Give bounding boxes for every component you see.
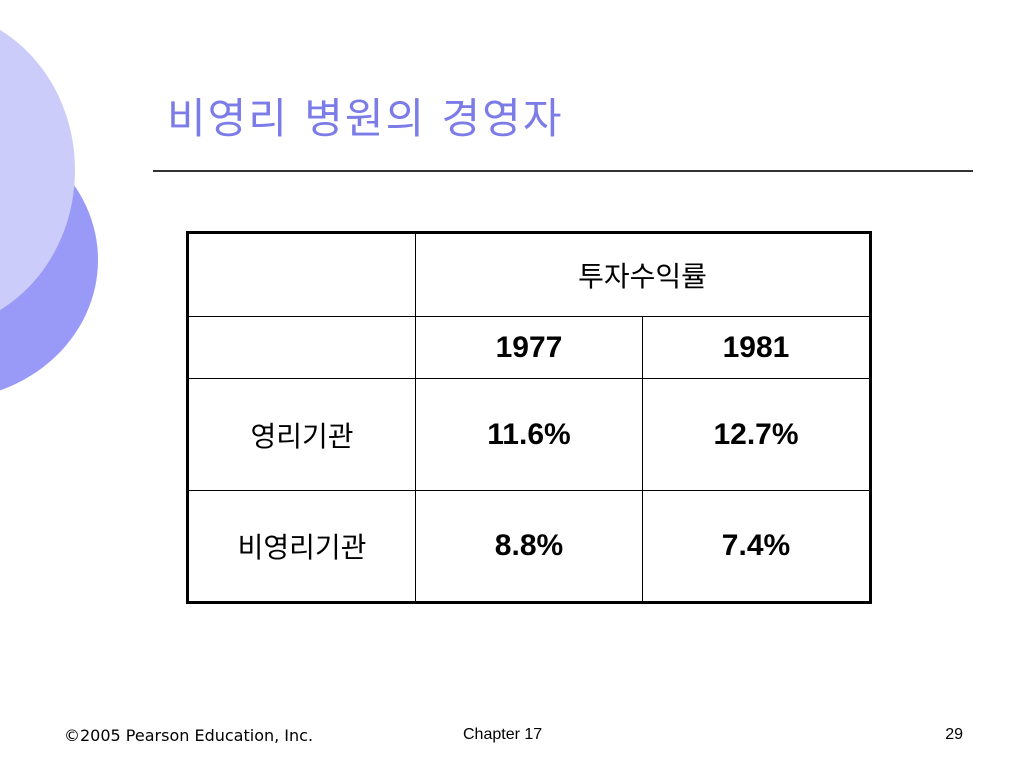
roi-table: 투자수익률 1977 1981 영리기관 11.6% 12.7% 비영리기관 8… [186,231,872,604]
table-years-row: 1977 1981 [187,316,871,379]
row-label-for-profit: 영리기관 [187,378,416,491]
value-cell-for-profit-1981: 12.7% [642,378,871,491]
value-cell-non-profit-1981: 7.4% [642,490,871,603]
footer-copyright: ©2005 Pearson Education, Inc. [64,726,314,745]
year-cell-1977: 1977 [415,316,643,379]
table-row-for-profit: 영리기관 11.6% 12.7% [187,378,871,491]
title-divider [153,170,973,172]
footer-page-number: 29 [945,726,963,743]
value-cell-for-profit-1977: 11.6% [415,378,643,491]
table-row-non-profit: 비영리기관 8.8% 7.4% [187,490,871,603]
table-header-row: 투자수익률 [187,232,871,317]
roi-header-cell: 투자수익률 [415,232,871,317]
table-corner-cell [187,232,416,317]
table-years-blank-cell [187,316,416,379]
footer-chapter: Chapter 17 [463,726,543,743]
year-cell-1981: 1981 [642,316,871,379]
value-cell-non-profit-1977: 8.8% [415,490,643,603]
slide-title: 비영리 병원의 경영자 [167,94,564,143]
row-label-non-profit: 비영리기관 [187,490,416,603]
